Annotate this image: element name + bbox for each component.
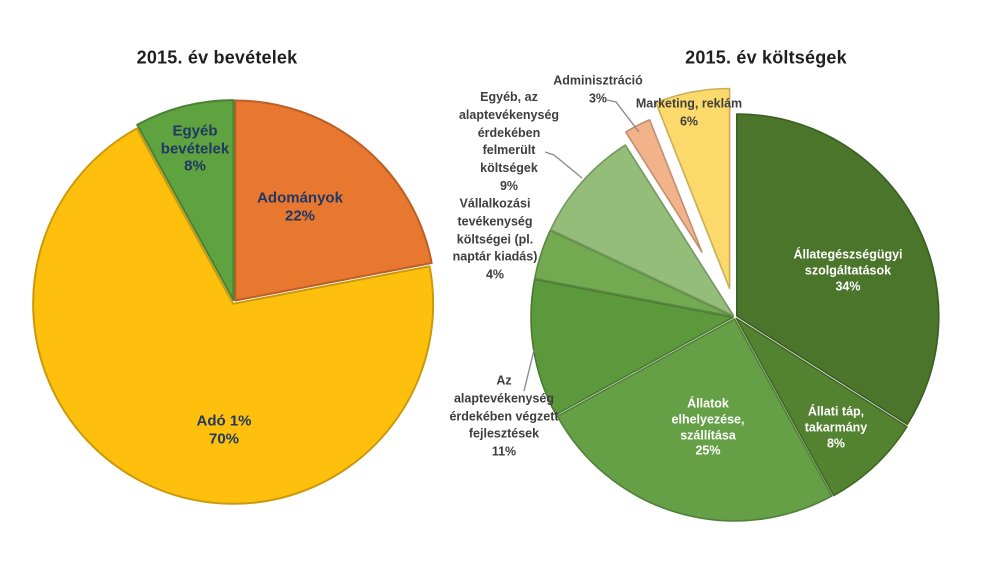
pie-1-slice-0 bbox=[736, 113, 940, 426]
pie-1-slice-5 bbox=[549, 144, 735, 317]
pie-1-slice-6 bbox=[625, 119, 703, 253]
pie-1-slice-4 bbox=[533, 229, 734, 318]
pie-0-slice-1 bbox=[32, 127, 435, 505]
leader-lines bbox=[523, 99, 640, 392]
pie-1-slice-2 bbox=[556, 318, 833, 522]
pie-0-slice-2 bbox=[136, 99, 235, 302]
pie-1-slice-1 bbox=[735, 317, 908, 497]
leader-line-adminisztracio bbox=[606, 99, 640, 133]
leader-line-fejlesztesek bbox=[523, 349, 535, 392]
costs-pie bbox=[530, 87, 940, 522]
pie-1-slice-7 bbox=[655, 87, 731, 290]
revenues-pie bbox=[32, 99, 435, 505]
pie-0-slice-0 bbox=[234, 99, 433, 302]
pie-1-slice-3 bbox=[530, 278, 734, 416]
leader-line-egyeb-koltsegek bbox=[544, 151, 583, 179]
